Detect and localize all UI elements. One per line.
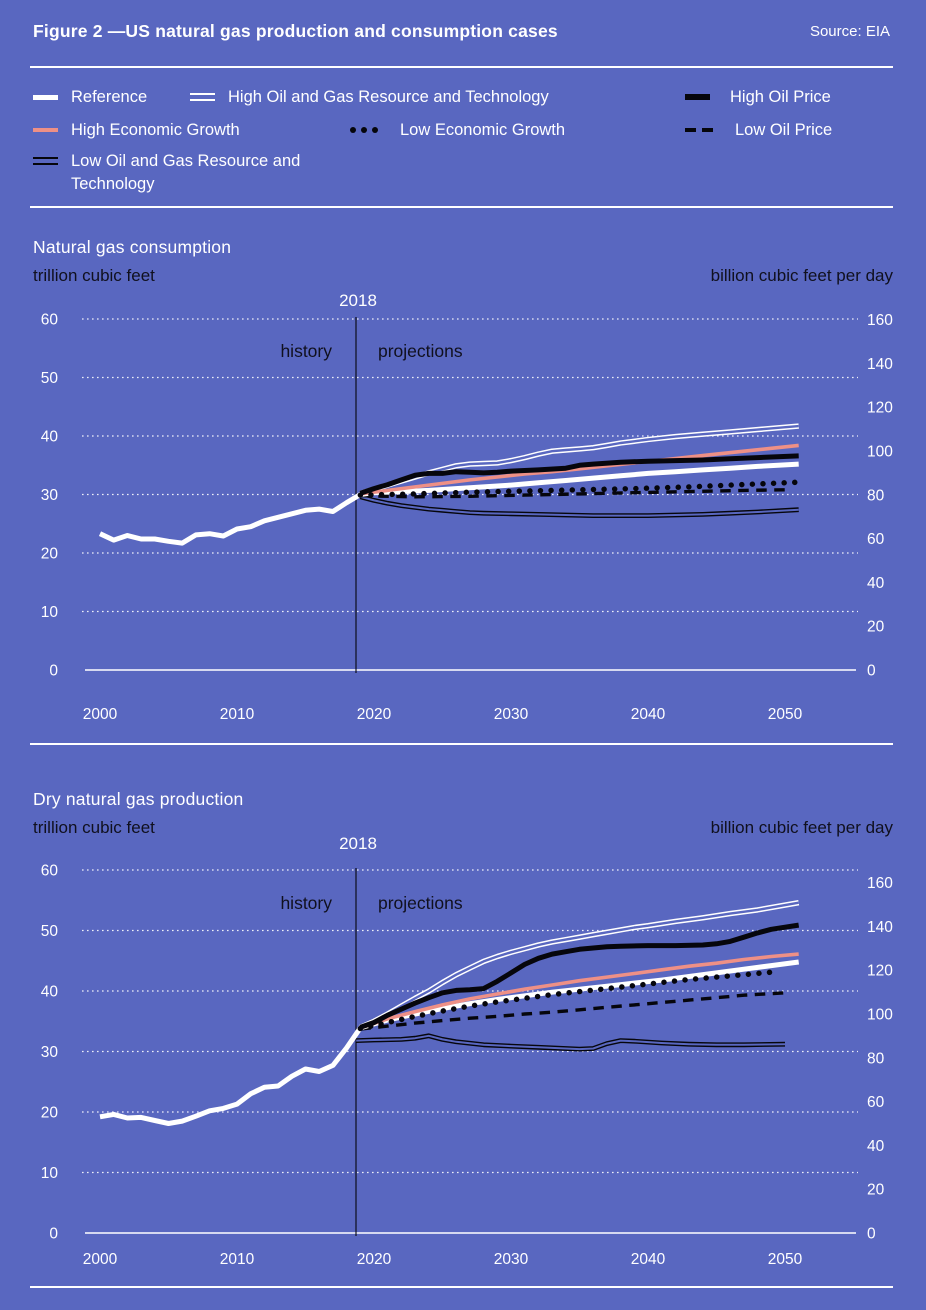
- series-line-high-economic-growth: [360, 443, 799, 496]
- x-axis-tick-label: 2000: [83, 1251, 118, 1268]
- double-black-line-swatch: [33, 157, 58, 165]
- y2-axis-tick-label: 40: [867, 1138, 885, 1155]
- projections-label: projections: [378, 893, 463, 913]
- y2-axis-tick-label: 0: [867, 1226, 876, 1243]
- black-line-swatch: [685, 94, 710, 100]
- history-label: history: [280, 893, 332, 913]
- legend-item-high-oil-gas-resource: High Oil and Gas Resource and Technology: [190, 87, 549, 107]
- y2-axis-tick-label: 80: [867, 487, 885, 504]
- x-axis-tick-label: 2030: [494, 706, 529, 723]
- y-axis-tick-label: 60: [41, 312, 59, 329]
- y2-axis-tick-label: 140: [867, 356, 893, 373]
- x-axis-tick-label: 2050: [768, 706, 803, 723]
- legend-item-low-oil-gas-resource: Low Oil and Gas Resource and Technology: [33, 150, 313, 196]
- y-axis-tick-label: 40: [41, 429, 59, 446]
- y2-axis-tick-label: 120: [867, 400, 893, 417]
- series-line-high-oil-price: [359, 922, 800, 1030]
- legend-item-high-oil-price: High Oil Price: [685, 87, 831, 107]
- axis-unit-right: billion cubic feet per day: [710, 266, 893, 285]
- series-line-low-economic-growth: [357, 479, 802, 498]
- y2-axis-tick-label: 20: [867, 619, 885, 636]
- y2-axis-tick-label: 120: [867, 963, 893, 980]
- y2-axis-tick-label: 80: [867, 1050, 885, 1067]
- y-axis-tick-label: 0: [49, 663, 58, 680]
- axis-unit-left: trillion cubic feet: [33, 818, 155, 837]
- series-line-low-oil-price: [360, 488, 786, 499]
- history-label: history: [280, 341, 332, 361]
- chart-title: Dry natural gas production: [33, 789, 244, 809]
- double-white-line-swatch: [190, 93, 215, 101]
- y-axis-tick-label: 40: [41, 984, 59, 1001]
- y-axis-tick-label: 50: [41, 370, 59, 387]
- y-axis-tick-label: 30: [41, 1044, 59, 1061]
- reference-line-swatch: [33, 94, 58, 100]
- x-axis-tick-label: 2040: [631, 706, 666, 723]
- series-line-core-low-oil-and-gas-resource-and-technology: [360, 495, 799, 517]
- y-axis-tick-label: 30: [41, 487, 59, 504]
- header-rule: [30, 66, 893, 68]
- x-axis-tick-label: 2020: [357, 706, 392, 723]
- series-line-core-low-oil-and-gas-resource-and-technology: [356, 1034, 786, 1051]
- y2-axis-tick-label: 160: [867, 875, 893, 892]
- y-axis-tick-label: 60: [41, 863, 59, 880]
- legend-label: Low Economic Growth: [400, 121, 566, 139]
- y2-axis-tick-label: 60: [867, 1094, 885, 1111]
- legend-item-high-economic-growth: High Economic Growth: [33, 120, 240, 140]
- legend-label: Reference: [71, 88, 148, 106]
- chart-title: Natural gas consumption: [33, 237, 232, 257]
- y2-axis-tick-label: 100: [867, 444, 893, 461]
- divider-year-label: 2018: [339, 291, 377, 310]
- axis-unit-left: trillion cubic feet: [33, 266, 155, 285]
- x-axis-tick-label: 2000: [83, 706, 118, 723]
- x-axis-tick-label: 2010: [220, 706, 255, 723]
- legend-label: High Oil and Gas Resource and Technology: [228, 88, 549, 106]
- divider-year-label: 2018: [339, 834, 377, 853]
- y-axis-tick-label: 50: [41, 923, 59, 940]
- legend-label: High Oil Price: [730, 88, 831, 106]
- legend-label: High Economic Growth: [71, 121, 240, 139]
- y-axis-tick-label: 20: [41, 546, 59, 563]
- series-line-core-high-oil-and-gas-resource-and-technology: [359, 901, 799, 1029]
- salmon-line-swatch: [33, 128, 58, 132]
- x-axis-tick-label: 2050: [768, 1251, 803, 1268]
- y2-axis-tick-label: 140: [867, 919, 893, 936]
- chart-divider-rule: [30, 743, 893, 745]
- dotted-line-swatch: [350, 127, 380, 133]
- series-line-high-economic-growth: [359, 952, 799, 1030]
- x-axis-tick-label: 2010: [220, 1251, 255, 1268]
- y-axis-tick-label: 20: [41, 1105, 59, 1122]
- series-line-reference: [99, 959, 800, 1126]
- figure-title: Figure 2 —US natural gas production and …: [33, 21, 558, 41]
- y-axis-tick-label: 10: [41, 1165, 59, 1182]
- legend-label: Low Oil Price: [735, 121, 833, 139]
- axis-unit-right: billion cubic feet per day: [710, 818, 893, 837]
- legend-item-low-oil-price: Low Oil Price: [685, 120, 832, 140]
- footer-rule: [30, 1286, 893, 1288]
- projections-label: projections: [378, 341, 463, 361]
- legend-rule: [30, 206, 893, 208]
- legend-item-reference: Reference: [33, 87, 147, 107]
- y-axis-tick-label: 10: [41, 604, 59, 621]
- legend-item-low-economic-growth: Low Economic Growth: [350, 120, 565, 140]
- series-line-low-oil-price: [360, 991, 786, 1031]
- y-axis-tick-label: 0: [49, 1226, 58, 1243]
- y2-axis-tick-label: 0: [867, 663, 876, 680]
- y2-axis-tick-label: 160: [867, 312, 893, 329]
- series-line-reference: [98, 461, 799, 546]
- y2-axis-tick-label: 60: [867, 531, 885, 548]
- legend-label: Low Oil and Gas Resource and Technology: [71, 152, 301, 193]
- y2-axis-tick-label: 100: [867, 1007, 893, 1024]
- x-axis-tick-label: 2030: [494, 1251, 529, 1268]
- x-axis-tick-label: 2040: [631, 1251, 666, 1268]
- y2-axis-tick-label: 20: [867, 1182, 885, 1199]
- series-line-high-oil-price: [359, 453, 799, 496]
- dashed-line-swatch: [685, 128, 715, 132]
- figure-source: Source: EIA: [809, 23, 890, 40]
- x-axis-tick-label: 2020: [357, 1251, 392, 1268]
- y2-axis-tick-label: 40: [867, 575, 885, 592]
